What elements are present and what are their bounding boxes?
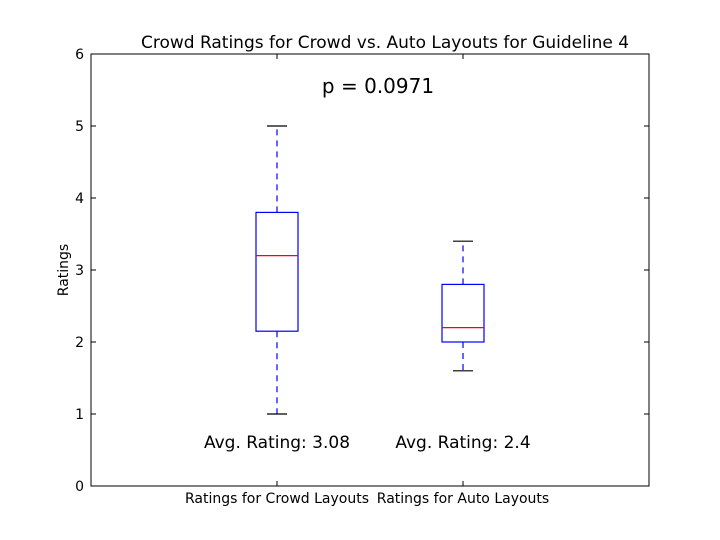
y-tick-label: 5 (75, 119, 84, 135)
average-rating-label: Avg. Rating: 2.4 (395, 433, 530, 453)
plot-frame (90, 53, 650, 487)
y-tick-label: 1 (75, 407, 84, 423)
iqr-box (441, 283, 485, 343)
x-tick-label: Ratings for Crowd Layouts (185, 491, 369, 507)
x-tick-label: Ratings for Auto Layouts (377, 491, 549, 507)
box-series (255, 125, 485, 415)
average-labels: Avg. Rating: 3.08 Avg. Rating: 2.4 (204, 433, 531, 453)
p-value-annotation: p = 0.0971 (322, 74, 434, 98)
average-rating-label: Avg. Rating: 3.08 (204, 433, 350, 453)
iqr-box (255, 211, 299, 332)
y-tick-label: 2 (75, 335, 84, 351)
y-axis-ticks: 0 1 2 3 4 5 6 (75, 47, 649, 495)
y-tick-label: 0 (75, 479, 84, 495)
y-tick-label: 4 (75, 191, 84, 207)
y-tick-label: 3 (75, 263, 84, 279)
y-axis-label: Ratings (56, 244, 72, 296)
y-tick-label: 6 (75, 47, 84, 63)
chart-title: Crowd Ratings for Crowd vs. Auto Layouts… (141, 33, 629, 53)
x-axis-tick-labels: Ratings for Crowd Layouts Ratings for Aut… (185, 54, 549, 507)
